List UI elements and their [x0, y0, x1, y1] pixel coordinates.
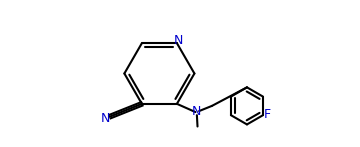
Text: F: F: [264, 108, 271, 121]
Text: N: N: [173, 34, 183, 47]
Text: N: N: [101, 112, 110, 125]
Text: N: N: [192, 105, 202, 118]
